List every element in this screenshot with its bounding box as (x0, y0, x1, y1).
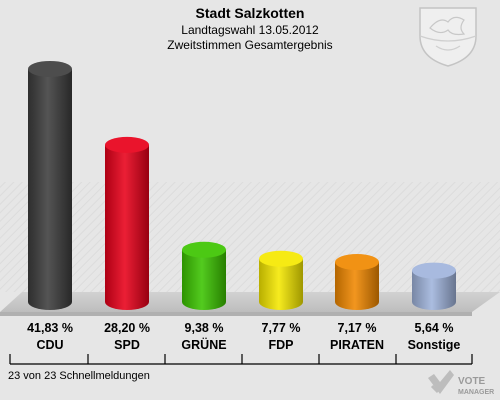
bar-top (182, 241, 226, 258)
coat-of-arms-icon (419, 7, 477, 67)
category-axis (9, 354, 473, 365)
vote-check-icon (428, 370, 454, 394)
bar-top (412, 262, 456, 279)
bar-grüne (182, 241, 226, 310)
category-label: GRÜNE (181, 337, 226, 352)
category-label: PIRATEN (330, 338, 384, 352)
bar-body (259, 258, 303, 310)
bars-group (28, 60, 456, 310)
bar-body (28, 68, 72, 310)
bar-body (182, 249, 226, 310)
bar-body (412, 270, 456, 310)
bar-top (105, 136, 149, 153)
brand-line2: MANAGER (458, 389, 494, 396)
bar-top (28, 60, 72, 77)
category-label: CDU (36, 338, 63, 352)
bar-top (259, 250, 303, 267)
value-label: 7,77 % (262, 321, 301, 335)
footer-text: 23 von 23 Schnellmeldungen (8, 370, 150, 382)
category-label: SPD (114, 338, 140, 352)
bar-piraten (335, 254, 379, 310)
category-label: FDP (269, 338, 294, 352)
bar-fdp (259, 250, 303, 310)
chart-subtitle-result: Zweitstimmen Gesamtergebnis (167, 38, 332, 52)
value-label: 7,17 % (338, 321, 377, 335)
category-labels-group: CDU SPD GRÜNE FDP PIRATEN Sonstige (36, 337, 460, 352)
vote-manager-logo: VOTE MANAGER (428, 370, 494, 396)
value-label: 5,64 % (415, 321, 454, 335)
brand-line1: VOTE (458, 376, 486, 387)
bar-spd (105, 136, 149, 310)
value-label: 9,38 % (185, 321, 224, 335)
value-label: 28,20 % (104, 321, 150, 335)
chart-title: Stadt Salzkotten (196, 5, 305, 21)
bar-body (105, 144, 149, 310)
value-label: 41,83 % (27, 321, 73, 335)
chart-subtitle-date: Landtagswahl 13.05.2012 (181, 23, 319, 37)
bar-top (335, 254, 379, 271)
bar-cdu (28, 60, 72, 310)
bar-sonstige (412, 262, 456, 310)
value-labels-group: 41,83 % 28,20 % 9,38 % 7,77 % 7,17 % 5,64 % (27, 321, 453, 335)
bar-body (335, 262, 379, 310)
category-label: Sonstige (408, 338, 461, 352)
